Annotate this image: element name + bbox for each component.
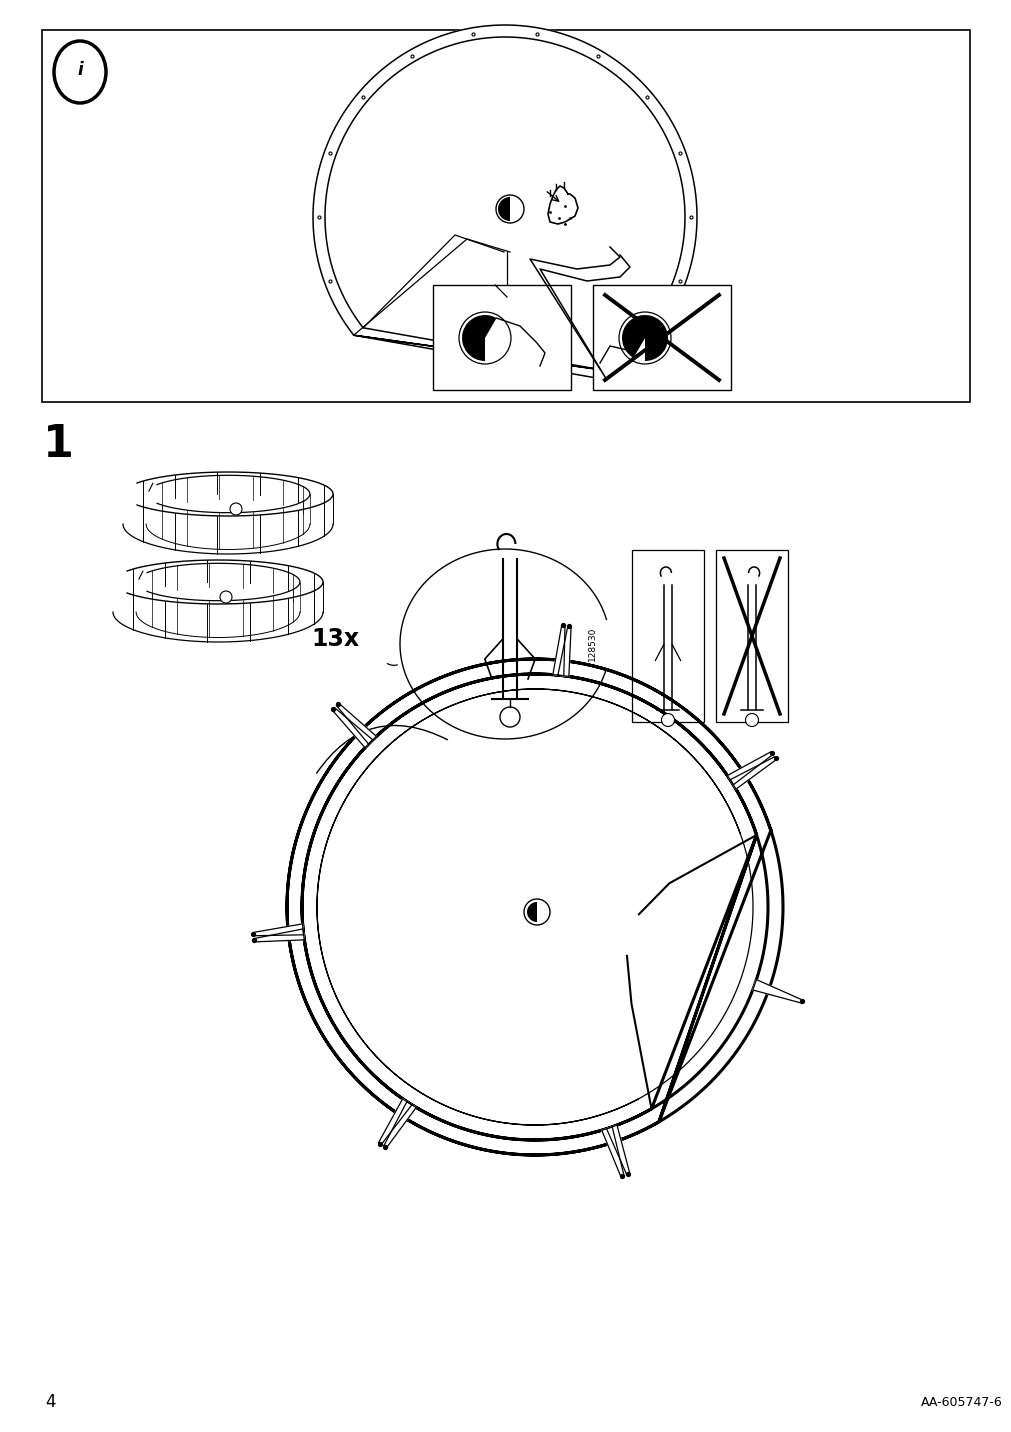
- Bar: [632, 550, 704, 722]
- Polygon shape: [602, 1127, 624, 1177]
- Polygon shape: [752, 979, 802, 1002]
- FancyArrowPatch shape: [387, 663, 397, 666]
- Polygon shape: [287, 659, 783, 1156]
- Circle shape: [495, 195, 524, 223]
- Circle shape: [745, 713, 758, 726]
- Text: 128530: 128530: [587, 627, 595, 662]
- Circle shape: [499, 707, 520, 727]
- Bar: [433, 285, 570, 390]
- Polygon shape: [253, 924, 303, 935]
- Polygon shape: [336, 703, 376, 745]
- Text: i: i: [77, 62, 83, 79]
- Polygon shape: [730, 756, 775, 789]
- Text: 1: 1: [42, 422, 74, 465]
- Polygon shape: [254, 929, 304, 942]
- Circle shape: [229, 503, 242, 516]
- Polygon shape: [312, 24, 697, 379]
- Polygon shape: [332, 707, 372, 748]
- Wedge shape: [527, 902, 537, 922]
- Polygon shape: [552, 626, 564, 676]
- Circle shape: [459, 312, 511, 364]
- Ellipse shape: [54, 42, 106, 103]
- Polygon shape: [557, 626, 570, 676]
- Circle shape: [661, 713, 674, 726]
- Bar: [716, 550, 788, 722]
- Wedge shape: [462, 315, 496, 361]
- Bar: [592, 285, 730, 390]
- Circle shape: [219, 591, 232, 603]
- Wedge shape: [622, 315, 667, 361]
- Polygon shape: [606, 1126, 629, 1174]
- Polygon shape: [383, 1101, 416, 1148]
- Circle shape: [524, 899, 549, 925]
- Text: AA-605747-6: AA-605747-6: [920, 1396, 1002, 1409]
- Text: 13x: 13x: [310, 627, 359, 652]
- Polygon shape: [727, 752, 772, 785]
- FancyArrowPatch shape: [316, 726, 447, 773]
- Bar: [42, 30, 969, 402]
- Text: 4: 4: [44, 1393, 56, 1411]
- Circle shape: [619, 312, 670, 364]
- Wedge shape: [497, 198, 510, 221]
- Polygon shape: [378, 1098, 411, 1144]
